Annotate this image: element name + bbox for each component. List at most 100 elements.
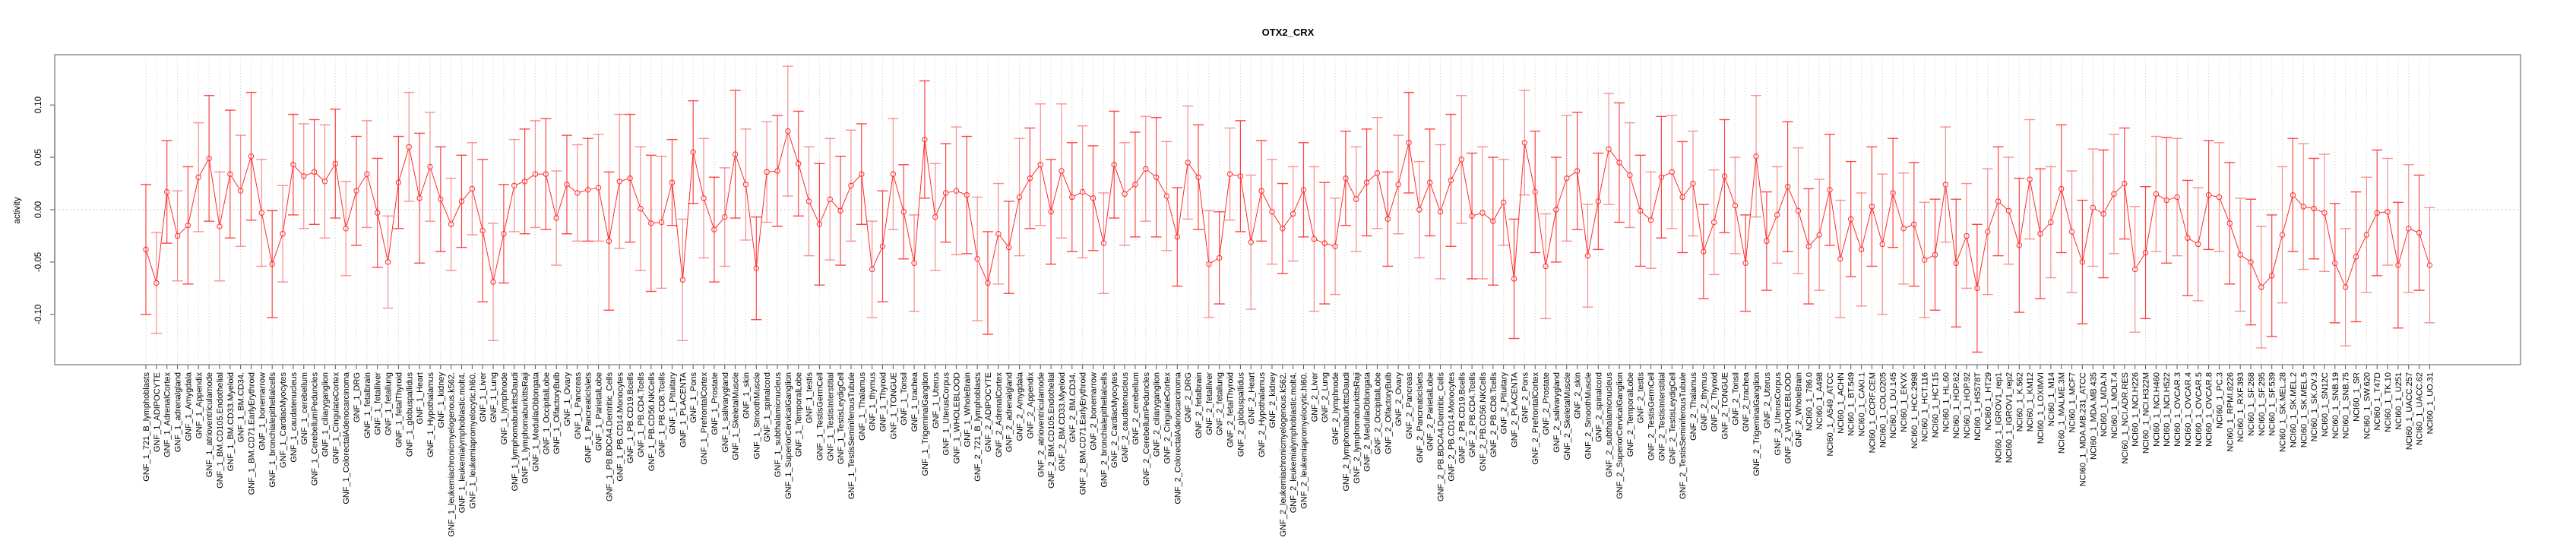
x-tick-label: GNF_1_PrefrontalCortex — [700, 372, 709, 465]
data-point — [458, 198, 465, 204]
x-tick-label: GNF_1_fetalThyroid — [394, 372, 403, 447]
x-tick-label: GNF_2_Thyroid — [1710, 372, 1720, 432]
series-segment — [2220, 199, 2229, 222]
data-point — [2290, 192, 2296, 198]
data-point — [1311, 236, 1318, 242]
x-tick-label: GNF_1_AdrenalCortex — [163, 372, 172, 457]
data-point — [2363, 232, 2370, 238]
x-tick-label: NCI60_1_UACC.62 — [2416, 372, 2425, 445]
data-point — [1869, 204, 1875, 210]
data-point — [953, 188, 960, 194]
series-segment — [999, 235, 1008, 246]
series-segment — [283, 166, 293, 232]
x-tick-label: NCI60_1_CAKI.1 — [1858, 372, 1867, 436]
data-point — [2163, 197, 2169, 204]
data-point — [1174, 234, 1181, 240]
data-point — [1427, 179, 1433, 185]
x-tick-label: NCI60_1_SR — [2353, 372, 2362, 422]
data-point — [2122, 180, 2128, 187]
data-point — [143, 246, 149, 253]
x-tick-label: GNF_1_WholeBrain — [963, 372, 972, 447]
data-point — [1774, 212, 1780, 218]
x-tick-label: GNF_1_PB.CD56.NKCells — [647, 372, 657, 472]
data-point — [532, 171, 539, 177]
series-segment — [2356, 236, 2366, 255]
series-segment — [1735, 207, 1746, 261]
x-tick-label: GNF_2_Thalamus — [1689, 372, 1698, 441]
x-tick-label: GNF_1_Pons — [689, 372, 698, 423]
data-point — [1153, 174, 1160, 180]
x-tick-label: GNF_2_kidney — [1268, 372, 1277, 428]
x-tick-label: NCI60_1_786.0 — [1805, 372, 1814, 431]
data-point — [1079, 188, 1086, 195]
data-point — [2321, 210, 2328, 216]
data-point — [1363, 179, 1370, 185]
x-tick-label: GNF_1_DRG — [353, 372, 362, 422]
x-tick-label: NCI60_1_OVCAR.3 — [2173, 372, 2182, 447]
data-point — [764, 169, 770, 175]
data-point — [406, 144, 412, 150]
series-segment — [861, 176, 872, 267]
plot-frame — [54, 54, 2521, 365]
data-point — [1195, 174, 1201, 180]
x-tick-label: GNF_2_TestisInterstitial — [1657, 372, 1666, 461]
x-tick-label: GNF_2_trachea — [1742, 372, 1751, 432]
series-segment — [1620, 164, 1629, 174]
x-tick-label: GNF_1_Thalamus — [858, 372, 867, 441]
x-tick-label: GNF_1_PB.CD19.Bcells — [626, 372, 635, 463]
series-segment — [419, 169, 430, 196]
x-tick-label: GNF_1_721_B_lymphoblasts — [142, 372, 151, 482]
x-tick-label: GNF_2_PB.CD4.Tcells — [1468, 372, 1477, 457]
series-segment — [715, 218, 724, 229]
data-point — [1753, 153, 1759, 160]
series-segment — [325, 165, 335, 180]
data-point — [627, 175, 633, 182]
data-point — [722, 213, 728, 220]
x-axis: GNF_1_721_B_lymphoblasts GNF_1_ADIPOCYTE G… — [142, 365, 2435, 536]
data-point — [1543, 263, 1549, 270]
x-tick-label: NCI60_1_U251 — [2394, 372, 2404, 430]
data-point — [1143, 166, 1149, 172]
series-segment — [630, 180, 641, 207]
x-tick-label: NCI60_1_SK.MEL.28 — [2279, 372, 2288, 452]
data-point — [564, 182, 570, 188]
x-tick-label: GNF_1_ADIPOCYTE — [153, 372, 162, 452]
series-segment — [1609, 150, 1619, 161]
data-point — [679, 277, 686, 283]
series-segment — [1251, 193, 1261, 240]
data-point — [911, 260, 917, 266]
data-point — [2100, 210, 2106, 217]
series-segment — [1461, 161, 1473, 214]
series-segment — [1829, 191, 1840, 257]
data-point — [2205, 192, 2212, 198]
series-segment — [1956, 238, 1967, 261]
data-point — [742, 182, 749, 188]
x-tick-label: GNF_2_Amygdala — [1016, 372, 1025, 441]
series-segment — [1283, 215, 1293, 227]
data-point — [616, 179, 622, 185]
data-point — [985, 280, 991, 286]
x-tick-label: GNF_2_PrefrontalCortex — [1531, 372, 1540, 465]
series-segment — [1767, 217, 1777, 239]
x-tick-label: GNF_1_Heart — [416, 372, 425, 424]
data-point — [1300, 187, 1307, 193]
data-point — [1122, 191, 1128, 198]
data-point — [1280, 226, 1286, 232]
series-segment — [598, 190, 609, 239]
x-tick-label: NCI60_1_IGROV1_rep1 — [1995, 372, 2004, 463]
data-point — [1027, 175, 1033, 182]
data-point — [301, 173, 307, 179]
series-segment — [1441, 182, 1451, 210]
x-tick-label: GNF_2_DRG — [1184, 372, 1193, 422]
data-point — [395, 179, 402, 185]
x-tick-label: GNF_2_fetalThyroid — [1226, 372, 1236, 447]
data-point — [1448, 177, 1454, 184]
x-tick-label: NCI60_1_HCT.15 — [1932, 372, 1941, 438]
series-segment — [1177, 165, 1188, 235]
data-point — [2426, 262, 2433, 268]
x-tick-label: GNF_2_ParietalLobe — [1426, 372, 1435, 451]
x-tick-label: GNF_1_fetalliver — [374, 372, 383, 435]
series-segment — [377, 215, 388, 260]
x-tick-label: GNF_2_Tonsil — [1731, 372, 1740, 425]
data-point — [1837, 256, 1843, 262]
